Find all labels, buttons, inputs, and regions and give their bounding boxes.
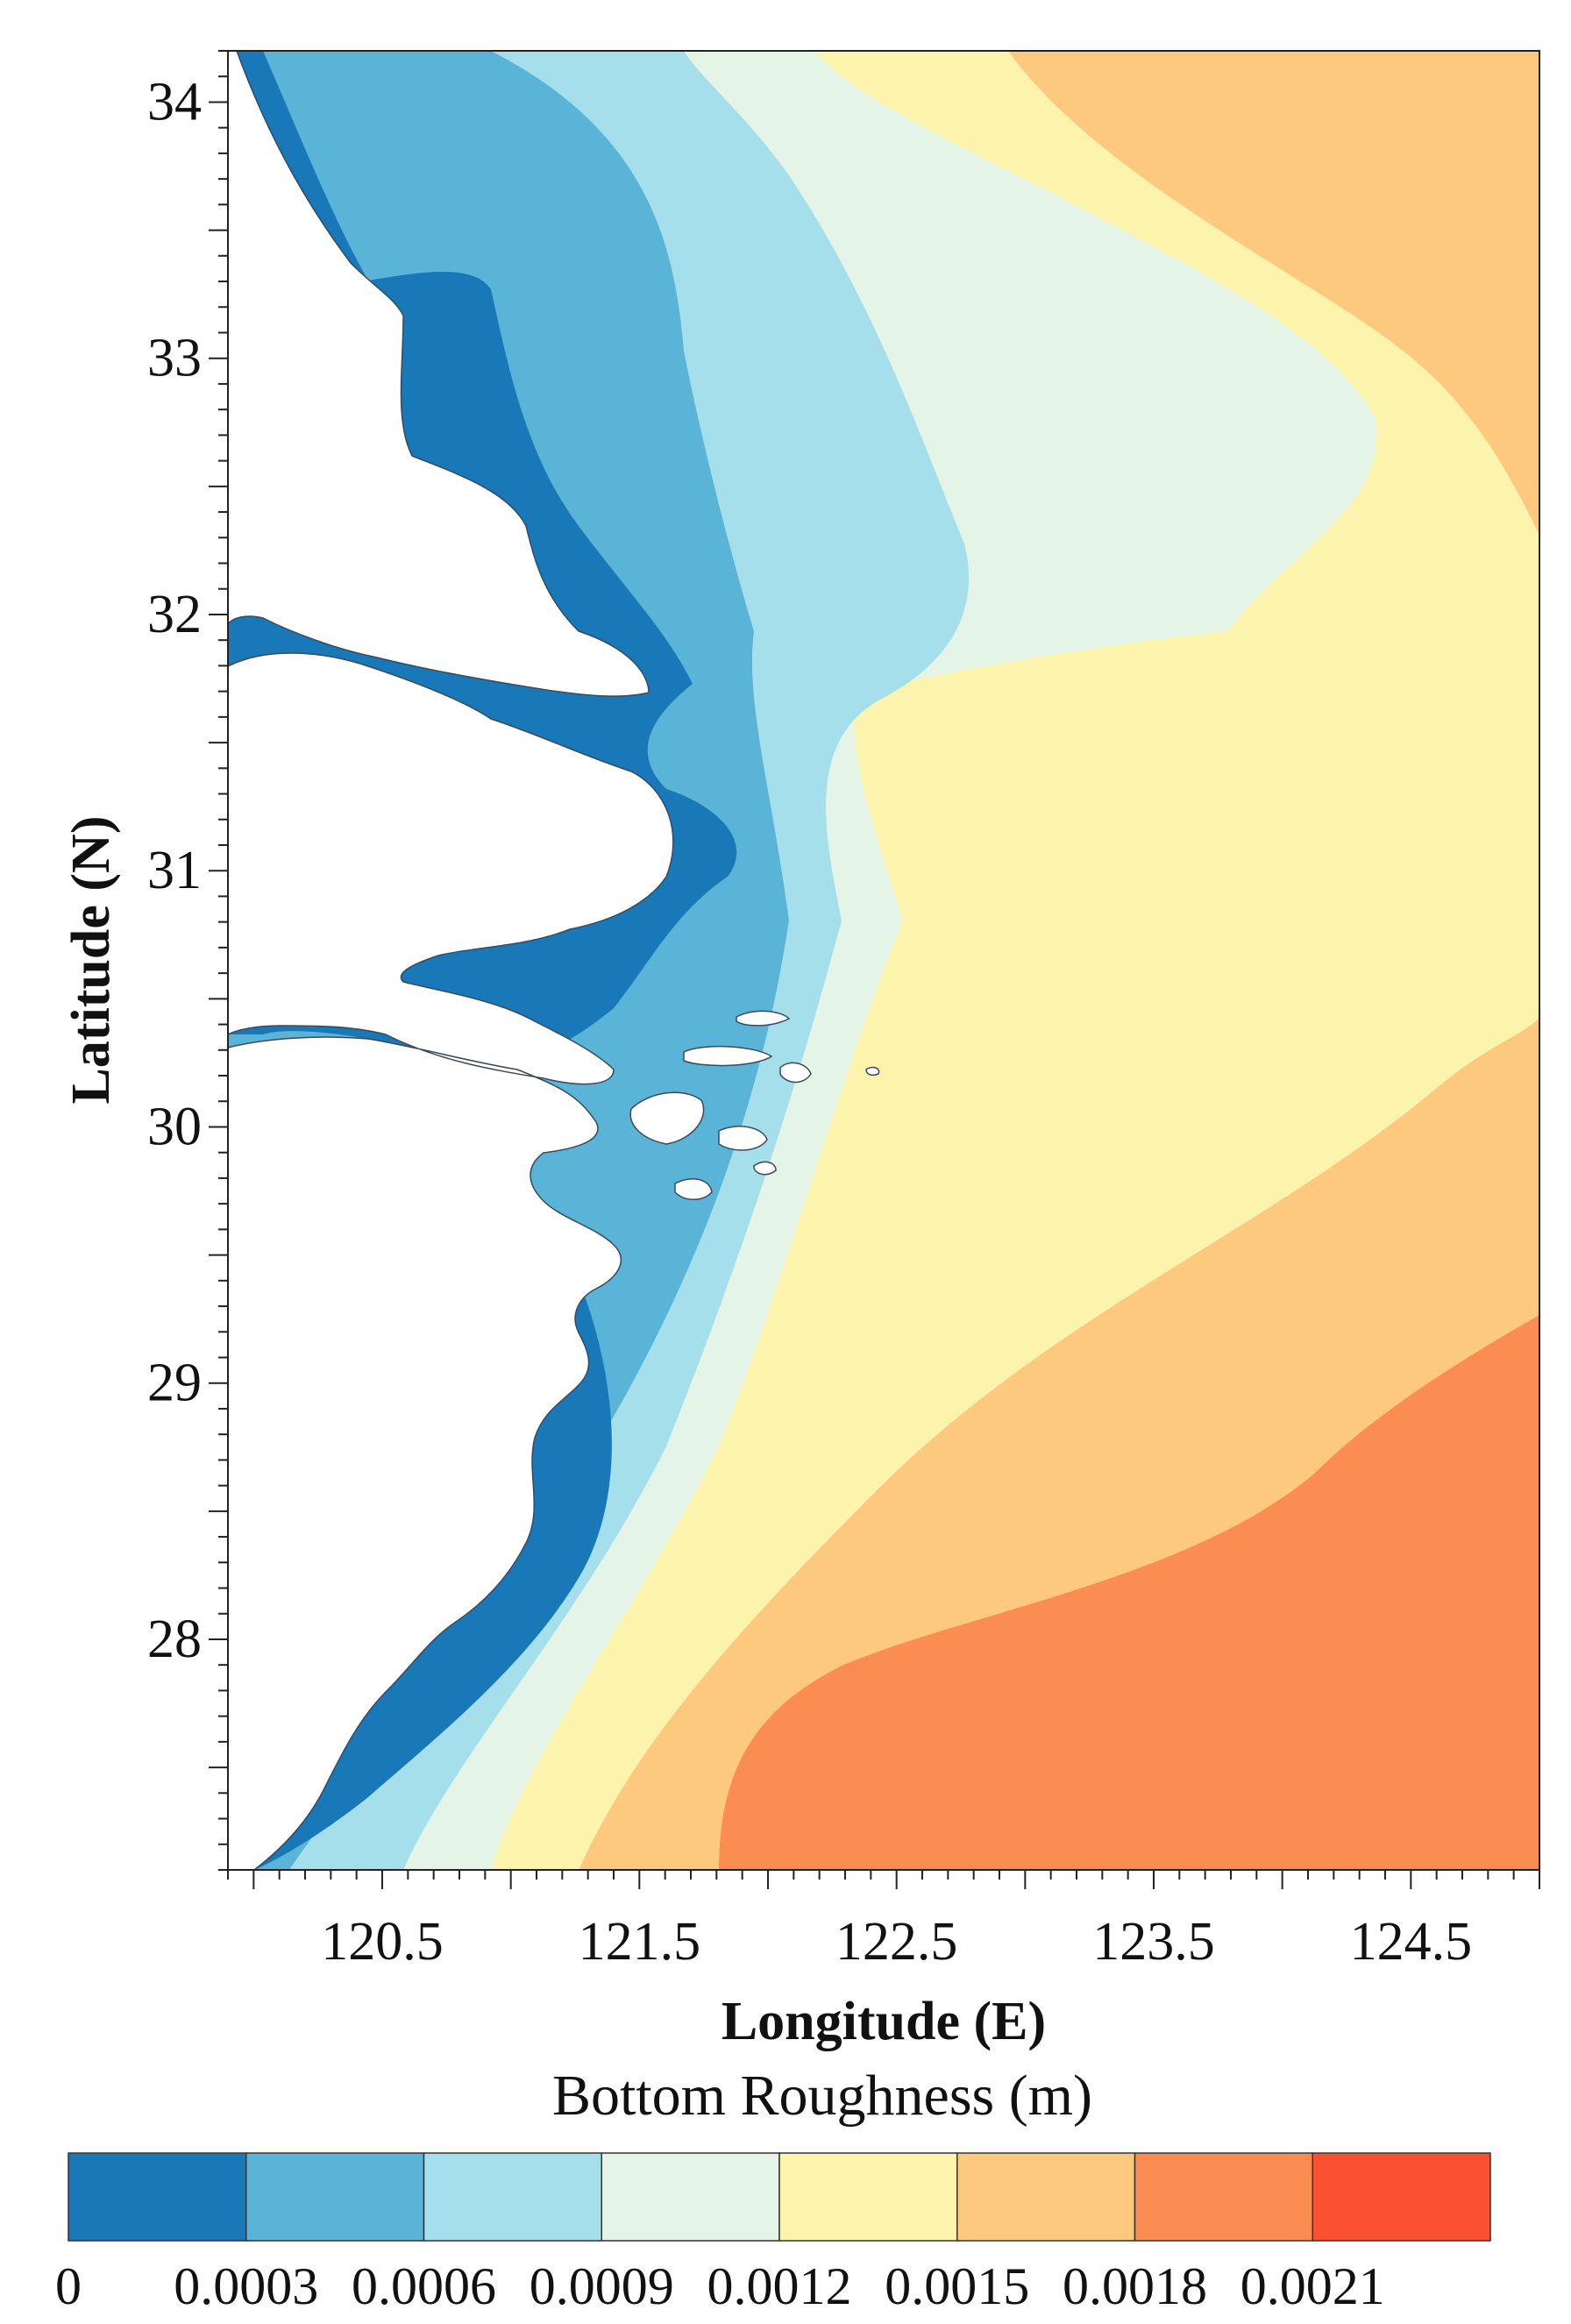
y-tick-label: 29	[147, 1354, 202, 1413]
y-axis: 28 29 30 31 32 33 34	[147, 50, 228, 1871]
plot-frame	[227, 50, 1540, 1871]
island	[779, 1062, 812, 1084]
colorbar-label: 0.0021	[1240, 2257, 1385, 2315]
land-mass	[228, 51, 674, 1870]
contour-band-0.0015-0.0018	[579, 51, 1539, 1870]
colorbar-swatch	[245, 2152, 425, 2242]
contour-band-0.0009-0.0012	[403, 51, 1377, 1870]
colorbar-label: 0.0006	[352, 2257, 496, 2315]
island	[629, 1091, 705, 1145]
island	[718, 1126, 768, 1151]
x-tick-label: 121.5	[579, 1912, 701, 1972]
colorbar	[68, 2152, 1491, 2242]
y-axis-title: Latitude (N)	[61, 816, 121, 1105]
y-tick-label: 32	[147, 585, 202, 644]
colorbar-label: 0.0018	[1063, 2257, 1207, 2315]
x-tick-label: 122.5	[835, 1912, 958, 1972]
island	[683, 1045, 773, 1067]
colorbar-swatch	[1134, 2152, 1313, 2242]
legend-title: Bottom Roughness (m)	[552, 2064, 1092, 2128]
x-tick-label: 124.5	[1350, 1912, 1473, 1972]
x-axis-title: Longitude (E)	[722, 1992, 1046, 2051]
colorbar-swatch	[68, 2152, 247, 2242]
colorbar-label: 0.0012	[707, 2257, 852, 2315]
contour-band-0.0006-0.0009	[289, 51, 970, 1870]
island	[753, 1161, 777, 1176]
colorbar-labels: 0 0.0003 0.0006 0.0009 0.0012 0.0015 0.0018 0.0…	[55, 2257, 1385, 2315]
colorbar-label: 0.0003	[174, 2257, 318, 2315]
x-axis: 120.5 121.5 122.5 123.5 124.5	[227, 1870, 1540, 1972]
contour-band-0.0018-0.0021	[719, 1315, 1539, 1870]
x-tick-label: 123.5	[1092, 1912, 1215, 1972]
y-tick-label: 34	[147, 72, 202, 131]
y-tick-label: 28	[147, 1610, 202, 1669]
roughness-contour-field	[228, 51, 1539, 1870]
x-tick-label: 120.5	[321, 1912, 444, 1972]
colorbar-swatch	[423, 2152, 602, 2242]
colorbar-swatch	[956, 2152, 1136, 2242]
colorbar-swatch	[1312, 2152, 1491, 2242]
contour-band-0.0012-0.0015	[491, 51, 1539, 1870]
y-tick-label: 31	[147, 841, 202, 900]
island	[865, 1066, 880, 1077]
colorbar-swatch	[601, 2152, 780, 2242]
island	[736, 1010, 791, 1027]
y-tick-label: 30	[147, 1097, 202, 1156]
y-tick-label: 33	[147, 329, 202, 388]
colorbar-label: 0.0015	[885, 2257, 1029, 2315]
island	[674, 1178, 713, 1200]
colorbar-label: 0.0009	[530, 2257, 674, 2315]
islands	[629, 1010, 880, 1200]
colorbar-swatch	[778, 2152, 958, 2242]
colorbar-label: 0	[55, 2257, 82, 2315]
